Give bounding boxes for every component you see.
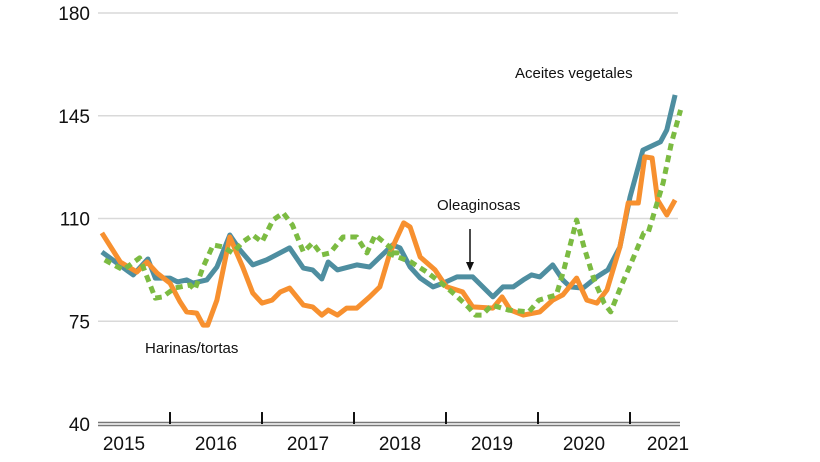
x-tick-label: 2020	[563, 434, 605, 455]
x-tick-label: 2021	[647, 434, 689, 455]
y-tick-label: 180	[58, 4, 90, 25]
x-tick-label: 2015	[103, 434, 145, 455]
label-oleaginosas: Oleaginosas	[437, 197, 520, 214]
y-tick-label: 40	[69, 415, 90, 436]
x-tick-label: 2016	[195, 434, 237, 455]
y-tick-label: 75	[69, 312, 90, 333]
x-tick-label: 2017	[287, 434, 329, 455]
label-aceites-vegetales: Aceites vegetales	[515, 65, 633, 82]
arrow-head-icon	[466, 262, 474, 271]
series-line-harinas-tortas	[99, 154, 678, 328]
label-harinas-tortas: Harinas/tortas	[145, 340, 238, 357]
x-tick-label: 2018	[379, 434, 421, 455]
y-tick-label: 145	[58, 107, 90, 128]
y-tick-label: 110	[60, 210, 90, 231]
x-tick-label: 2019	[471, 434, 513, 455]
series-line-aceites-vegetales	[103, 109, 684, 318]
